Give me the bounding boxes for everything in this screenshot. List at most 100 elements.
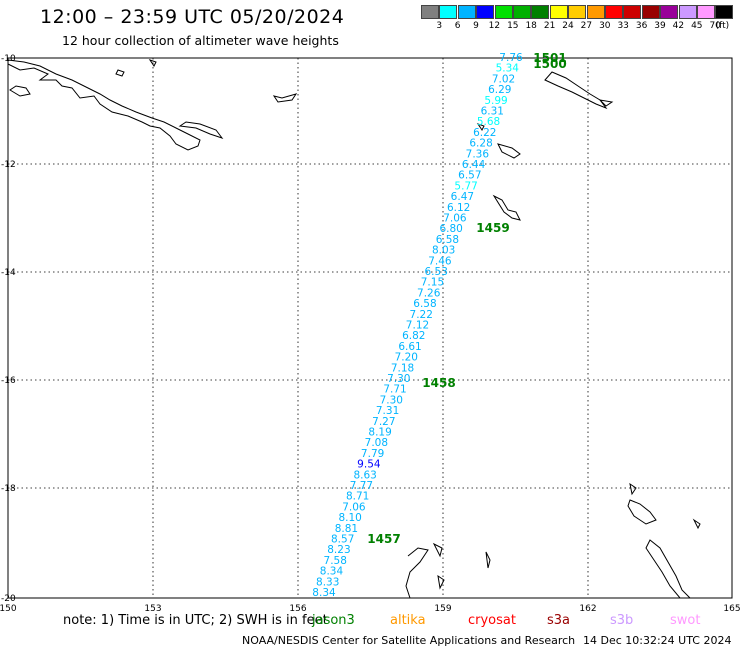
wave-height-reading: 6.44 (462, 159, 486, 171)
colorbar-label: 9 (473, 21, 479, 31)
wave-height-reading: 6.80 (439, 223, 462, 235)
track-time-label: 1459 (476, 221, 509, 235)
colorbar-swatch (568, 5, 587, 19)
coastline-new-ireland (9, 85, 31, 97)
coastline-bougainville (178, 121, 224, 139)
colorbar-label: 15 (507, 21, 519, 31)
wave-height-reading: 7.71 (383, 384, 406, 396)
colorbar-label: 36 (635, 21, 648, 31)
wave-height-reading: 7.46 (428, 255, 452, 267)
colorbar-label: 21 (543, 21, 556, 31)
colorbar-label: 12 (488, 21, 501, 31)
wave-height-reading: 7.27 (372, 416, 395, 428)
colorbar-unit: (ft) (715, 21, 730, 31)
colorbar-swatch (421, 5, 439, 19)
wave-height-reading: 7.30 (380, 394, 403, 406)
wave-height-reading: 8.34 (320, 566, 344, 578)
wave-height-reading: 7.06 (342, 501, 366, 513)
colorbar-label: 39 (654, 21, 666, 31)
wave-height-reading: 8.03 (432, 245, 455, 257)
wave-height-reading: 6.12 (447, 202, 470, 214)
colorbar-swatch (549, 5, 568, 19)
map-frame (7, 57, 733, 599)
page-title: 12:00 – 23:59 UTC 05/20/2024 (40, 6, 345, 28)
coastline-chesterfield-3 (485, 551, 491, 569)
lat-tick-label: -14 (1, 268, 16, 278)
coastline-vanuatu-1 (627, 499, 657, 525)
colorbar-swatch (660, 5, 679, 19)
wave-height-reading: 8.57 (331, 534, 354, 546)
wave-height-reading: 5.68 (477, 116, 500, 128)
wave-height-reading: 7.77 (350, 480, 373, 492)
legend-item-cryosat: cryosat (468, 613, 516, 628)
wave-height-reading: 5.99 (484, 95, 507, 107)
wave-height-reading: 7.06 (443, 213, 467, 225)
wave-height-reading: 6.58 (413, 298, 436, 310)
coastline-islet-5 (476, 123, 485, 131)
colorbar-label: 18 (525, 21, 537, 31)
credit-text: NOAA/NESDIS Center for Satellite Applica… (242, 634, 576, 647)
coastline-chesterfield-1 (405, 547, 429, 599)
wave-height-reading: 6.82 (402, 330, 425, 342)
colorbar-swatch (697, 5, 715, 19)
wave-height-reading: 6.31 (481, 106, 504, 118)
lon-tick-label: 153 (144, 604, 161, 614)
legend-item-s3a: s3a (547, 613, 571, 628)
wave-height-reading: 6.53 (425, 266, 448, 278)
colorbar-swatch (605, 5, 623, 19)
colorbar-swatch (586, 5, 605, 19)
wave-height-reading: 6.29 (488, 84, 511, 96)
legend-item-swot: swot (670, 613, 701, 628)
colorbar-label: 6 (454, 21, 461, 31)
coastline-guadalcanal (544, 71, 608, 110)
colorbar-swatch (476, 5, 495, 19)
lat-tick-label: -20 (1, 594, 16, 604)
wave-height-reading: 7.18 (391, 362, 414, 374)
coastline-loyalty (692, 518, 701, 530)
lon-tick-label: 165 (723, 604, 740, 614)
wave-height-reading: 5.77 (454, 180, 477, 192)
lon-tick-label: 156 (289, 604, 306, 614)
wave-height-reading: 7.26 (417, 287, 441, 299)
coastline-new-caledonia (645, 539, 692, 599)
altimeter-track: 7.765.347.026.295.996.315.686.226.287.36… (312, 51, 566, 599)
wave-height-reading: 8.81 (335, 523, 358, 535)
colorbar-swatch (715, 5, 734, 19)
footer-note: note: 1) Time is in UTC; 2) SWH is in fe… (63, 613, 328, 628)
wave-height-reading: 7.76 (499, 52, 523, 64)
wave-height-reading: 6.28 (469, 138, 492, 150)
colorbar-label: 45 (691, 21, 703, 31)
lon-tick-label: 159 (434, 604, 451, 614)
colorbar-label: 70 (709, 21, 721, 31)
wave-height-reading: 8.33 (316, 576, 339, 588)
timestamp-text: 14 Dec 10:32:24 UTC 2024 (583, 634, 732, 647)
wave-height-reading: 6.57 (458, 170, 481, 182)
coastlines (7, 59, 701, 599)
page-subtitle: 12 hour collection of altimeter wave hei… (62, 33, 339, 48)
wave-height-reading: 8.34 (312, 587, 336, 599)
wave-height-reading: 7.22 (410, 309, 433, 321)
wave-height-reading: 7.31 (376, 405, 399, 417)
coastline-rennell (497, 143, 521, 159)
lat-tick-label: -18 (1, 484, 16, 494)
coastline-islet-3 (148, 59, 157, 67)
track-time-label: 1457 (367, 532, 400, 546)
wave-height-reading: 6.58 (436, 234, 459, 246)
coastline-islet-2 (272, 93, 298, 103)
wave-height-reading: 7.58 (324, 555, 347, 567)
wave-height-reading: 7.30 (387, 373, 410, 385)
wave-height-reading: 7.79 (361, 448, 384, 460)
wave-height-reading: 7.12 (406, 320, 429, 332)
colorbar-label: 42 (672, 21, 685, 31)
wave-height-reading: 6.22 (473, 127, 496, 139)
colorbar-swatch (678, 5, 697, 19)
wave-height-reading: 8.71 (346, 491, 369, 503)
track-time-label: 1501 (533, 51, 566, 65)
coastline-new-britain (7, 59, 201, 151)
axis-labels: 150 153 156 159 162 165 -10 -12 -14 -16 -18 -20 (0, 54, 740, 614)
wave-height-reading: 6.61 (398, 341, 421, 353)
colorbar-swatch (513, 5, 531, 19)
coastline-san-cristobal (598, 99, 614, 107)
lon-tick-label: 150 (0, 604, 17, 614)
